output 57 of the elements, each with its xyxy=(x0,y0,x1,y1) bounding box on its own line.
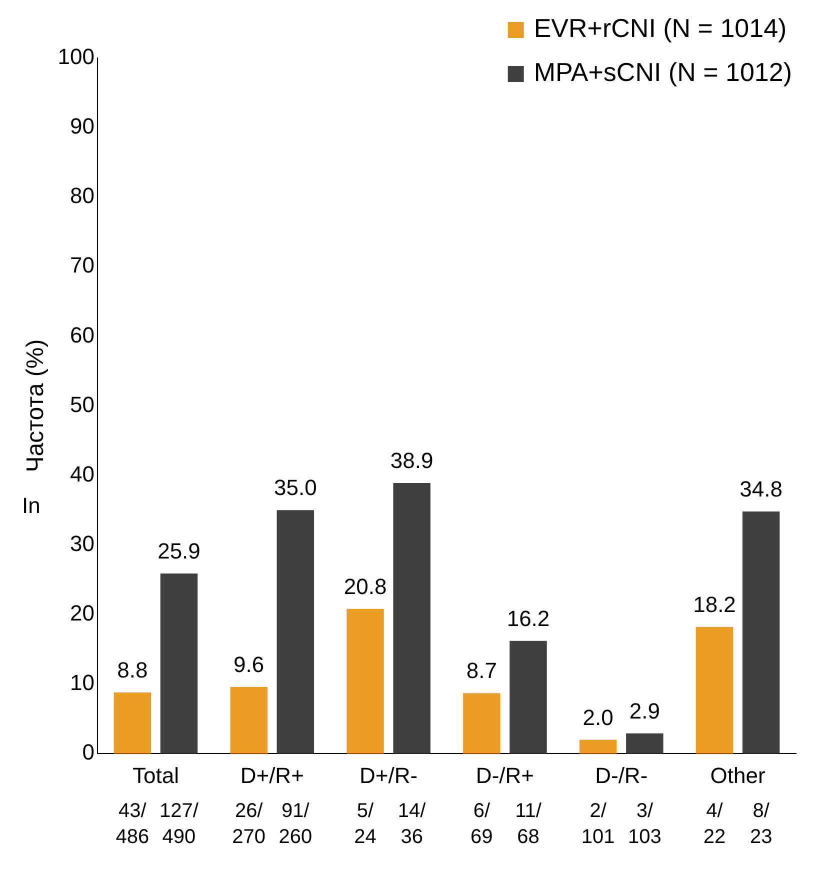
bar xyxy=(510,640,547,754)
text: 91/ 260 xyxy=(278,800,312,848)
text: 5/ 24 xyxy=(354,800,376,848)
y-tick-label: 40 xyxy=(70,461,95,486)
text: In xyxy=(22,492,40,518)
y-tick-label: 70 xyxy=(70,252,95,278)
data-label: 20.8 xyxy=(344,574,387,599)
x-tick-label: D-/R- xyxy=(595,762,648,788)
text: 43/ 486 xyxy=(116,800,150,848)
bar xyxy=(463,693,500,754)
data-label: 38.9 xyxy=(390,448,434,474)
text: 26/ 270 xyxy=(232,800,266,848)
bar xyxy=(626,733,664,754)
x-tick-label: D-/R+ xyxy=(476,762,534,788)
x-tick-label: D+/R+ xyxy=(240,762,304,788)
y-tick-label: 90 xyxy=(70,114,95,139)
legend-label: MPA+sCNI (N = 1012) xyxy=(534,57,792,88)
bar xyxy=(114,692,152,754)
data-label: 8.7 xyxy=(466,658,497,684)
text: 11/ 68 xyxy=(515,800,542,848)
bar xyxy=(230,686,268,754)
y-axis-title: Частота (%) xyxy=(22,339,50,472)
text: 6/ 69 xyxy=(470,800,493,848)
data-label: 25.9 xyxy=(158,538,200,564)
data-label: 18.2 xyxy=(693,592,736,618)
text: 14/ 36 xyxy=(398,800,426,848)
bar xyxy=(696,627,734,754)
y-tick-label: 80 xyxy=(70,183,95,208)
y-tick-label: 30 xyxy=(70,530,95,556)
text: 4/ 22 xyxy=(703,800,726,848)
y-tick-label: 100 xyxy=(58,44,95,70)
data-label: 35.0 xyxy=(274,475,317,500)
text: 3/ 103 xyxy=(628,800,662,848)
y-tick-label: 50 xyxy=(70,392,95,417)
bar xyxy=(393,483,430,754)
text: 2/ 101 xyxy=(581,800,615,848)
bar xyxy=(742,512,780,754)
x-tick-label: D+/R- xyxy=(360,762,418,788)
y-tick-label: 20 xyxy=(70,600,95,626)
bar xyxy=(276,510,314,754)
data-label: 9.6 xyxy=(234,652,264,677)
x-tick-label: Total xyxy=(132,762,179,788)
bar xyxy=(346,608,384,754)
y-tick-label: 10 xyxy=(70,670,95,696)
text: 127/ 490 xyxy=(160,800,199,848)
text: 8/ 23 xyxy=(750,800,772,848)
bar xyxy=(579,740,617,754)
legend-label: EVR+rCNI (N = 1014) xyxy=(534,13,787,44)
data-label: 8.8 xyxy=(117,657,148,682)
data-label: 2.0 xyxy=(582,704,614,730)
y-tick-label: 0 xyxy=(82,740,95,765)
data-label: 34.8 xyxy=(740,476,782,502)
bar xyxy=(160,573,198,754)
x-tick-label: Other xyxy=(710,762,766,788)
y-tick-label: 60 xyxy=(70,322,95,348)
data-label: 16.2 xyxy=(506,606,550,631)
data-label: 2.9 xyxy=(629,698,660,724)
